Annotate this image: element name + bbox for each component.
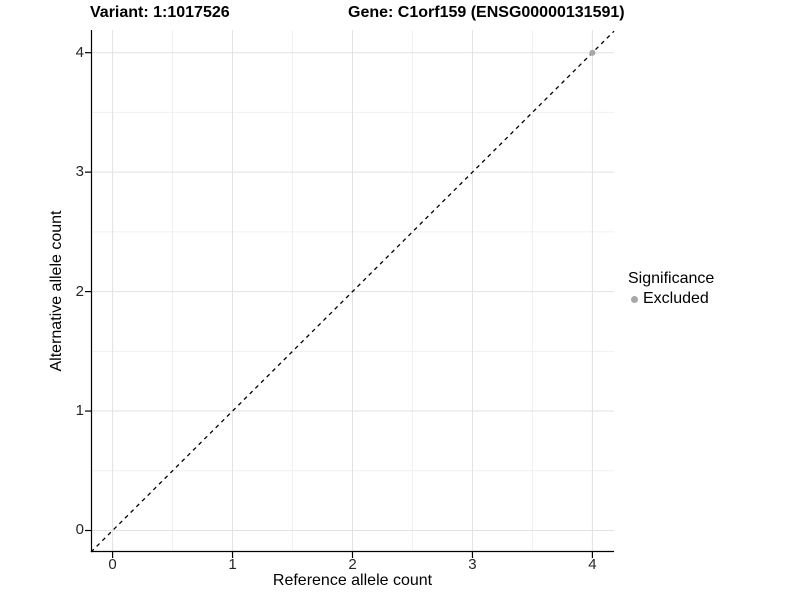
x-tick-label: 1 xyxy=(228,556,237,573)
y-tick-label: 1 xyxy=(75,402,84,420)
chart-title-variant: Variant: 1:1017526 xyxy=(90,4,230,21)
y-tick-label: 0 xyxy=(75,521,84,539)
legend-point-marker-icon xyxy=(631,295,638,303)
legend: Significance Excluded xyxy=(628,270,714,308)
plot-panel xyxy=(85,30,615,558)
legend-title: Significance xyxy=(628,270,715,287)
x-tick-label: 3 xyxy=(468,556,477,573)
data-point xyxy=(589,49,596,56)
y-tick-label: 3 xyxy=(75,163,84,181)
legend-item-label: Excluded xyxy=(643,290,709,307)
y-tick-label: 4 xyxy=(75,43,84,61)
identity-line xyxy=(90,30,615,553)
x-tick-label: 4 xyxy=(588,556,597,573)
x-tick-label: 0 xyxy=(108,556,117,573)
chart-title-gene: Gene: C1orf159 (ENSG00000131591) xyxy=(348,4,625,21)
legend-item-excluded: Excluded xyxy=(631,290,714,308)
x-axis-title: Reference allele count xyxy=(272,572,433,589)
y-tick-label: 2 xyxy=(75,282,84,300)
x-tick-label: 2 xyxy=(348,556,357,573)
